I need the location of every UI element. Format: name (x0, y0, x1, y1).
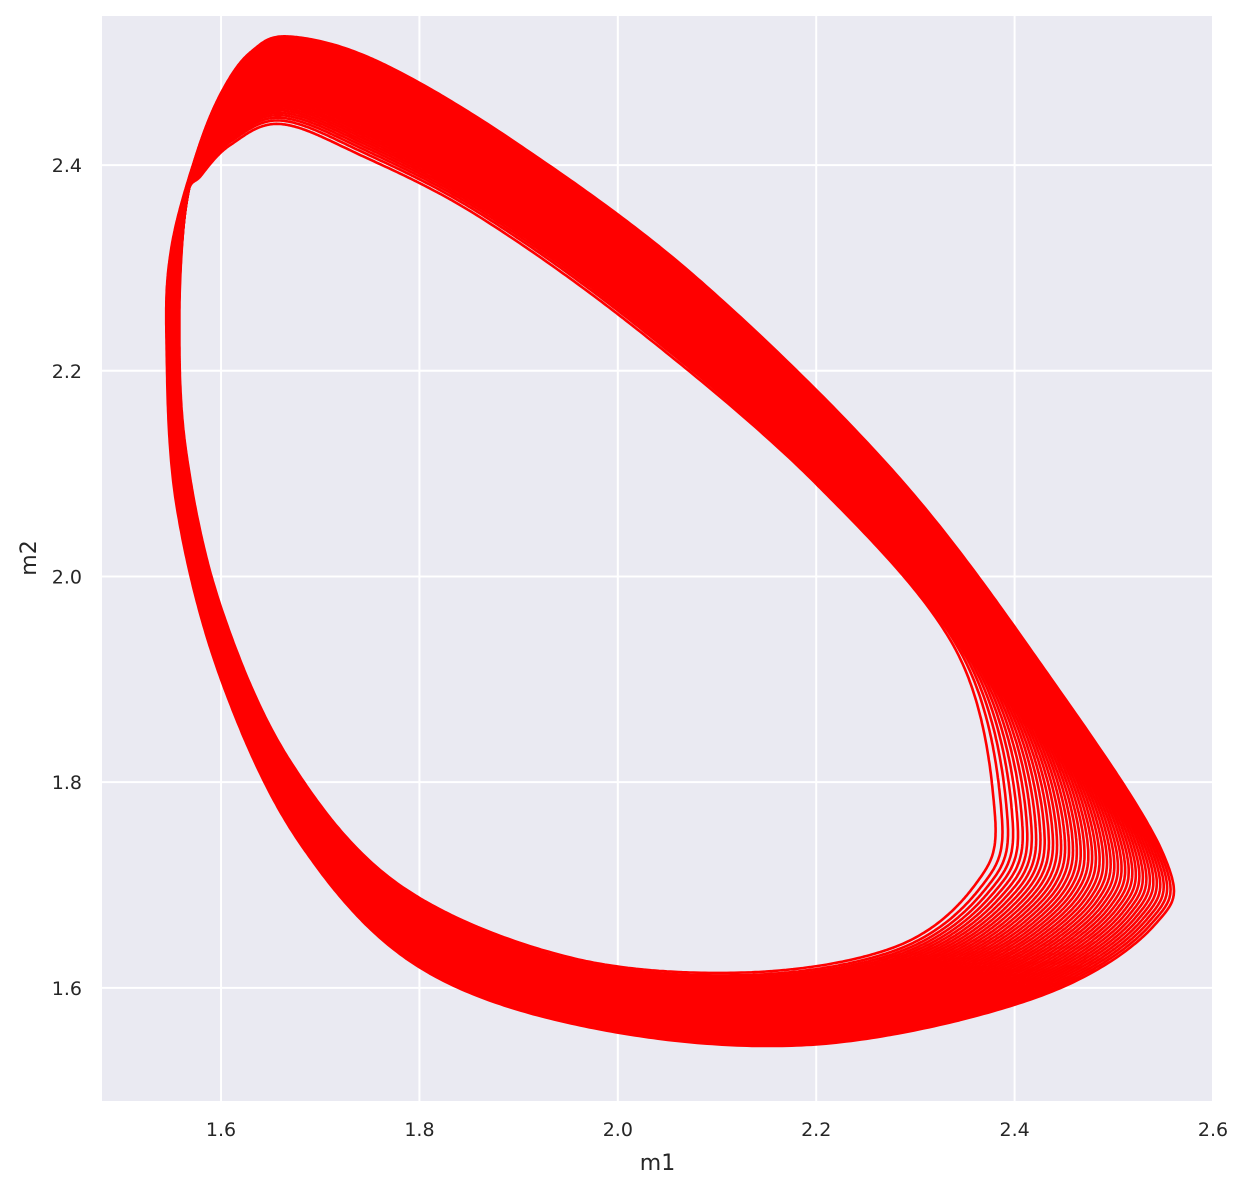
x-tick-label: 1.6 (206, 1119, 236, 1141)
y-tick-label: 1.6 (52, 978, 82, 1000)
x-axis-ticks: 1.6 1.8 2.0 2.2 2.4 2.6 (206, 1119, 1228, 1141)
orbit-band (164, 35, 1176, 1048)
y-tick-label: 1.8 (52, 772, 82, 794)
orbit-line (164, 35, 1176, 1048)
y-tick-label: 2.2 (52, 361, 82, 383)
x-tick-label: 2.0 (603, 1119, 633, 1141)
x-tick-label: 2.6 (1198, 1119, 1228, 1141)
y-tick-label: 2.4 (52, 155, 82, 177)
x-grid (220, 16, 1214, 1101)
x-tick-label: 2.4 (999, 1119, 1029, 1141)
y-tick-label: 2.0 (52, 566, 82, 588)
y-axis-label: m2 (17, 540, 42, 575)
x-tick-label: 1.8 (404, 1119, 434, 1141)
x-axis-label: m1 (640, 1151, 675, 1176)
y-axis-ticks: 1.6 1.8 2.0 2.2 2.4 (52, 155, 82, 1000)
x-tick-label: 2.2 (801, 1119, 831, 1141)
